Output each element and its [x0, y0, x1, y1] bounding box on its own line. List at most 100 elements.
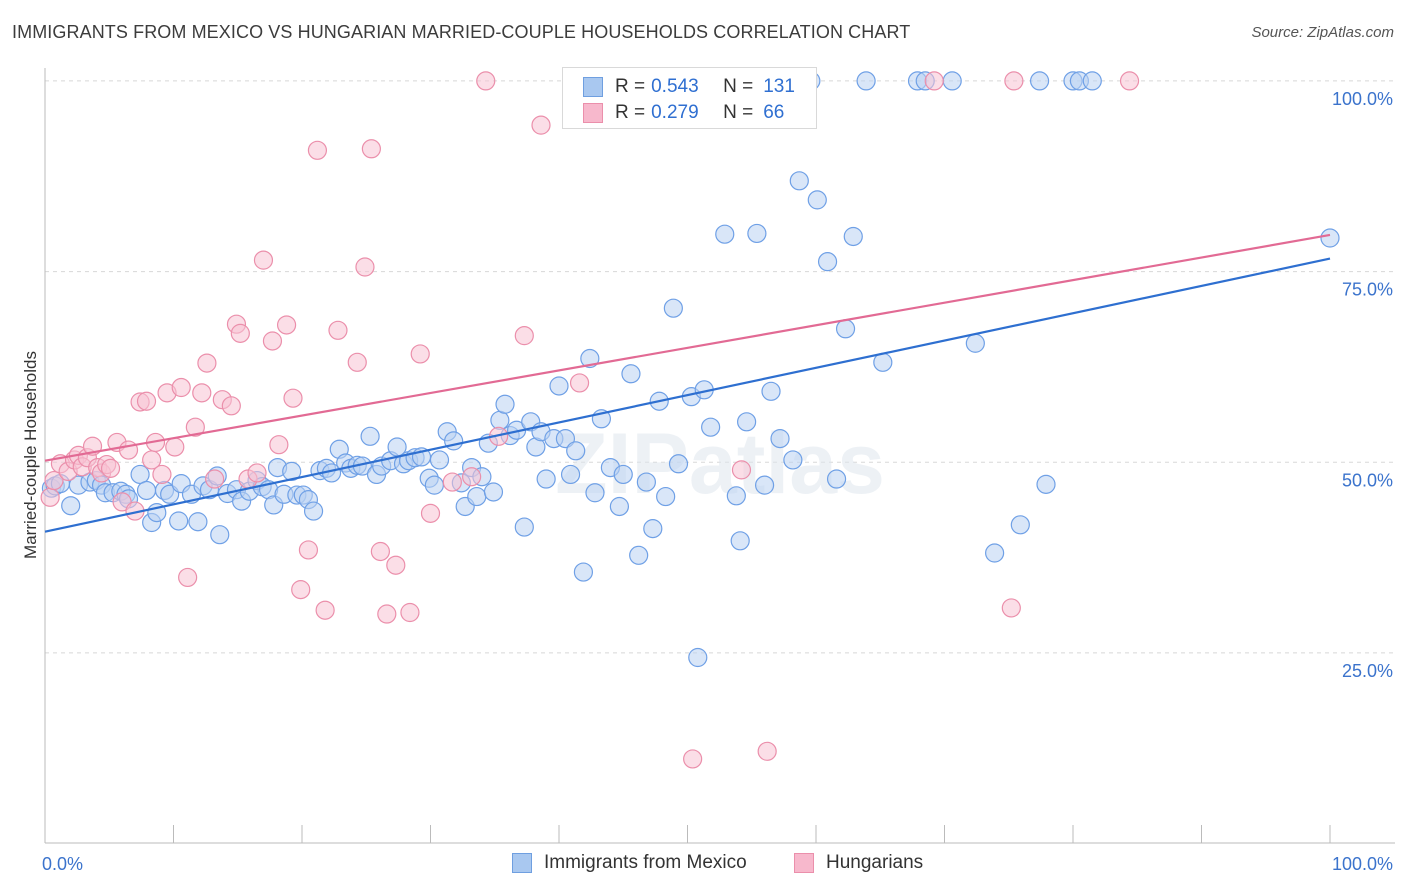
point-mexico [495, 394, 515, 414]
point-mexico [737, 412, 757, 432]
point-hungarian [276, 315, 297, 335]
trend-layer [44, 233, 1331, 533]
stats-row-mexico: R = 0.543 N = 131 [583, 74, 795, 100]
point-hungarian [269, 435, 289, 455]
point-hungarian [291, 580, 311, 600]
point-hungarian [152, 464, 172, 485]
chart-title: IMMIGRANTS FROM MEXICO VS HUNGARIAN MARR… [12, 22, 911, 42]
point-mexico [817, 252, 838, 272]
trendline-mexico [44, 257, 1331, 533]
source-label: Source: ZipAtlas.com [1251, 24, 1394, 41]
point-hungarian [386, 555, 406, 575]
point-hungarian [230, 323, 250, 343]
point-mexico [1036, 474, 1056, 494]
legend-label-hungarians: Hungarians [826, 852, 924, 873]
point-mexico [514, 517, 534, 537]
point-mexico [701, 417, 721, 437]
point-hungarian [205, 469, 225, 489]
point-mexico [636, 472, 656, 492]
point-mexico [726, 486, 746, 506]
point-mexico [770, 429, 790, 449]
point-hungarian [1001, 598, 1021, 618]
y-tick-label: 100.0% [1332, 89, 1393, 109]
point-mexico [1029, 71, 1050, 91]
point-mexico [609, 496, 629, 517]
point-hungarian [100, 458, 121, 478]
legend-swatch-hungarians [794, 853, 814, 873]
point-mexico [826, 469, 847, 489]
legend-swatch-mexico [512, 853, 532, 873]
point-hungarian [1119, 71, 1140, 91]
stats-swatch-hungarians [583, 103, 603, 123]
point-hungarian [192, 383, 212, 403]
n-label: N = [723, 102, 754, 123]
point-mexico [754, 475, 775, 495]
point-hungarian [683, 749, 703, 769]
point-mexico [1010, 515, 1030, 535]
point-mexico [730, 531, 750, 551]
point-hungarian [462, 467, 482, 487]
point-mexico [688, 647, 708, 668]
point-mexico [424, 475, 444, 495]
point-mexico [747, 223, 767, 244]
x-tick-label: 0.0% [42, 854, 83, 874]
point-hungarian [262, 331, 283, 351]
point-hungarian [221, 396, 241, 416]
grid-layer [45, 80, 1395, 654]
point-hungarian [328, 320, 348, 340]
n-value: 66 [763, 102, 785, 123]
y-tick-label: 50.0% [1342, 470, 1393, 490]
point-mexico [555, 429, 576, 449]
point-mexico [360, 426, 380, 446]
point-hungarian [1004, 71, 1024, 91]
point-hungarian [924, 71, 944, 91]
point-hungarian [298, 540, 319, 560]
point-hungarian [420, 503, 441, 523]
r-value: 0.279 [651, 102, 699, 123]
x-tick-label: 100.0% [1332, 854, 1393, 874]
point-mexico [573, 562, 594, 582]
point-mexico [643, 519, 663, 539]
point-mexico [715, 224, 735, 244]
point-hungarian [165, 437, 185, 457]
point-mexico [585, 483, 605, 503]
legend-label-mexico: Immigrants from Mexico [544, 852, 747, 873]
stats-row-hungarians: R = 0.279 N = 66 [583, 100, 784, 126]
point-mexico [549, 376, 569, 396]
point-hungarian [253, 250, 274, 270]
point-hungarian [171, 377, 191, 398]
point-mexico [761, 381, 781, 401]
n-value: 131 [763, 76, 795, 97]
y-tick-label: 25.0% [1342, 661, 1393, 681]
point-mexico [560, 464, 581, 485]
legend-item-hungarians[interactable]: Hungarians [794, 852, 923, 874]
point-mexico [61, 496, 81, 516]
point-mexico [467, 486, 487, 507]
points-layer [40, 71, 1340, 769]
point-hungarian [361, 139, 381, 159]
point-hungarian [377, 604, 397, 624]
point-mexico [663, 298, 683, 318]
point-hungarian [531, 115, 551, 135]
legend: Immigrants from Mexico Hungarians [0, 850, 1406, 880]
legend-item-mexico[interactable]: Immigrants from Mexico [512, 852, 747, 874]
point-hungarian [476, 71, 496, 91]
point-mexico [303, 501, 324, 521]
point-hungarian [569, 373, 590, 393]
r-label: R = [615, 102, 646, 123]
point-hungarian [757, 741, 777, 761]
point-hungarian [136, 391, 157, 411]
point-mexico [613, 464, 633, 485]
point-hungarian [283, 388, 303, 408]
r-value: 0.543 [651, 76, 699, 97]
point-hungarian [315, 600, 335, 620]
point-mexico [656, 486, 676, 507]
point-mexico [1082, 71, 1102, 91]
point-mexico [130, 464, 150, 485]
point-hungarian [370, 541, 390, 562]
point-hungarian [307, 140, 328, 160]
point-mexico [856, 71, 876, 91]
point-mexico [1320, 228, 1340, 248]
axis-layer [44, 68, 1395, 844]
point-hungarian [514, 326, 534, 346]
